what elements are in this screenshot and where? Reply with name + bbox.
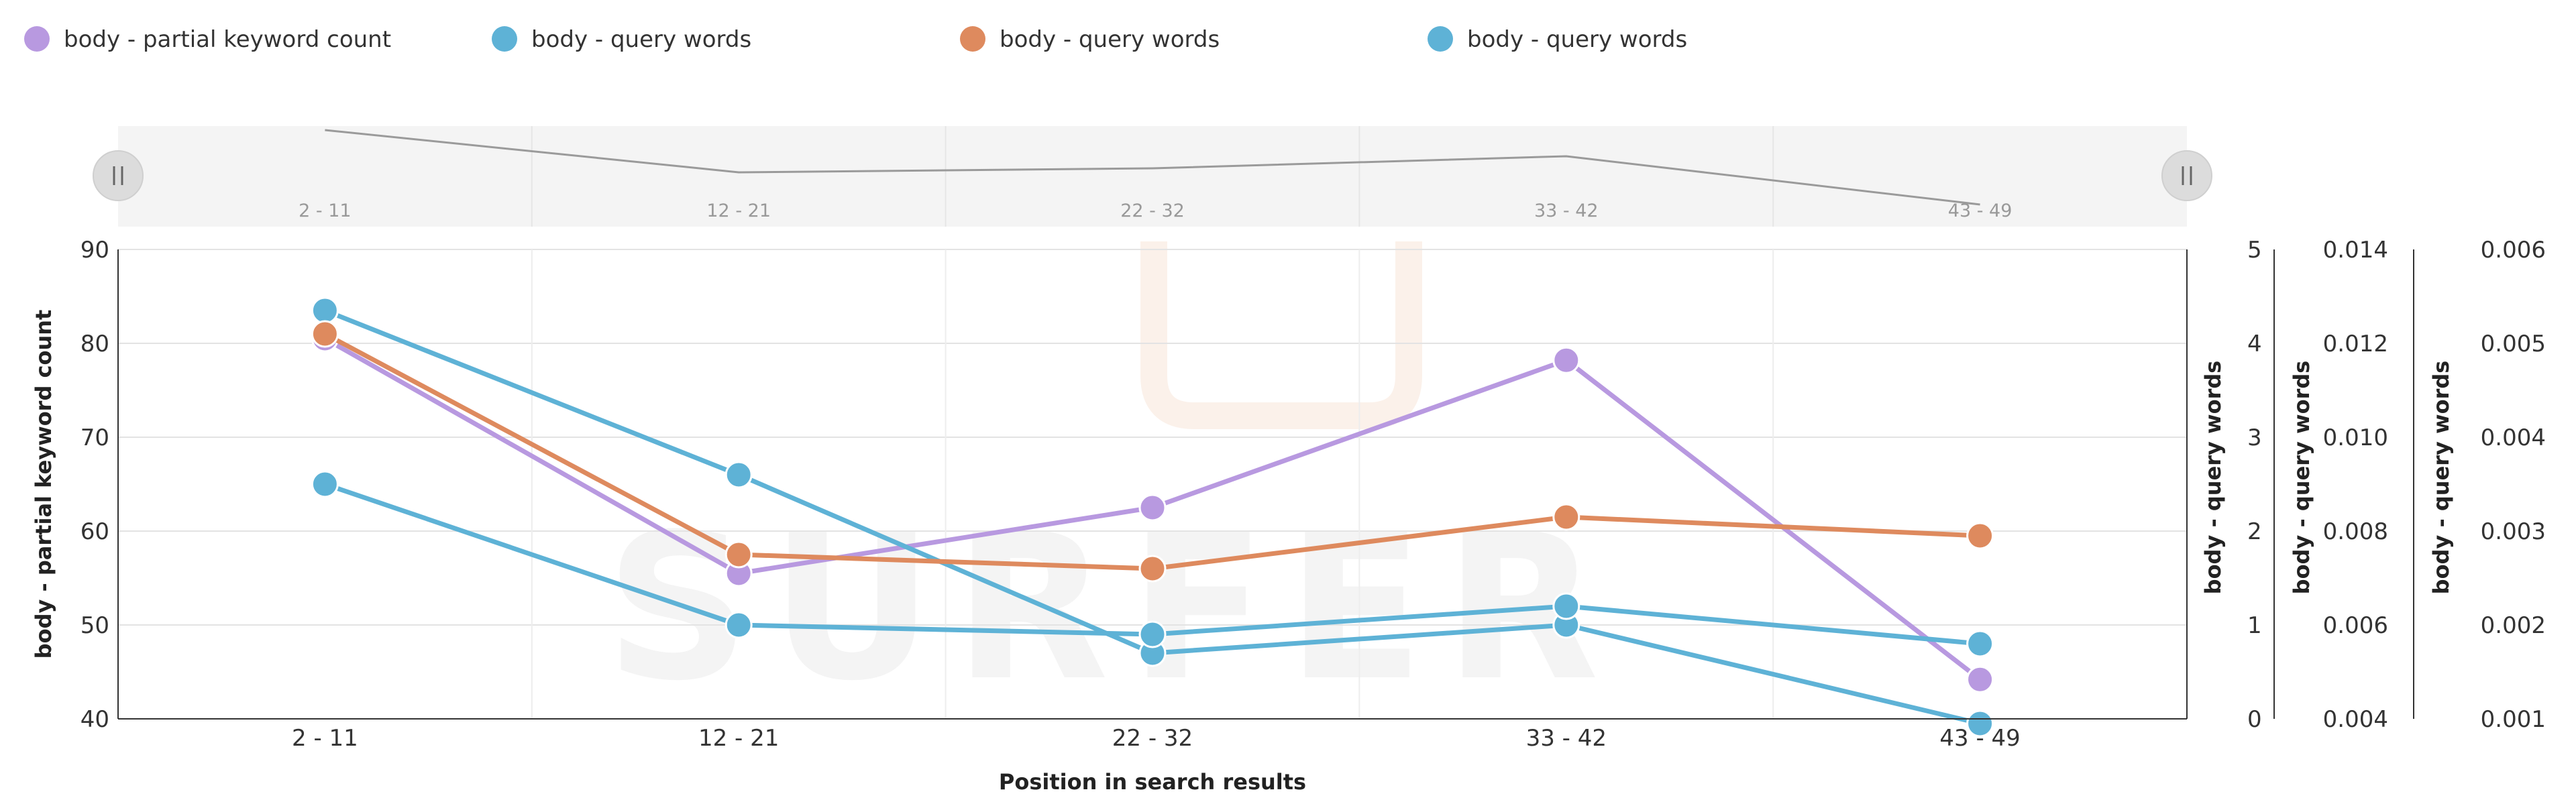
series-3-point[interactable] bbox=[1138, 555, 1167, 583]
legend-marker bbox=[960, 26, 985, 52]
y4-tick-label: 0.002 bbox=[2481, 612, 2546, 639]
y1-tick-label: 60 bbox=[80, 518, 109, 545]
surfer-watermark: SURFER bbox=[605, 241, 1619, 725]
y3-tick-label: 0.012 bbox=[2323, 331, 2388, 357]
y3-tick-label: 0.014 bbox=[2323, 237, 2388, 264]
legend-marker bbox=[1428, 26, 1453, 52]
legend-label: body - query words bbox=[1467, 26, 1687, 53]
x-tick-label: 2 - 11 bbox=[292, 725, 358, 752]
navigator-handle-right[interactable] bbox=[2161, 150, 2212, 201]
y3-tick-label: 0.008 bbox=[2323, 518, 2388, 545]
y4-tick-label: 0.005 bbox=[2481, 331, 2546, 357]
navigator-series-line bbox=[325, 129, 1980, 206]
series-4-point[interactable] bbox=[1966, 630, 1994, 658]
y2-tick-label: 2 bbox=[2247, 518, 2262, 545]
watermark-logo bbox=[1140, 241, 1422, 429]
series-1-point[interactable] bbox=[1552, 346, 1580, 374]
y4-axis-title: body - query words bbox=[2428, 361, 2454, 595]
series-4-point[interactable] bbox=[1552, 592, 1580, 620]
navigator-tick-label: 2 - 11 bbox=[299, 200, 351, 221]
y1-axis-title: body - partial keyword count bbox=[31, 310, 56, 659]
y4-tick-label: 0.006 bbox=[2481, 237, 2546, 264]
y1-tick-label: 50 bbox=[80, 612, 109, 639]
y2-tick-label: 5 bbox=[2247, 237, 2262, 264]
series-1-point[interactable] bbox=[1138, 494, 1167, 522]
series-3-point[interactable] bbox=[724, 540, 753, 569]
series-2-point[interactable] bbox=[311, 296, 339, 325]
y3-tick-label: 0.004 bbox=[2323, 706, 2388, 733]
y1-tick-label: 40 bbox=[80, 706, 109, 733]
navigator-tick-label: 33 - 42 bbox=[1534, 200, 1599, 221]
navigator-background[interactable] bbox=[118, 126, 2187, 227]
legend-marker bbox=[24, 26, 50, 52]
series-3-point[interactable] bbox=[1552, 503, 1580, 531]
series-2-point[interactable] bbox=[1966, 709, 1994, 738]
series-1-point[interactable] bbox=[1966, 665, 1994, 693]
legend-label: body - query words bbox=[1000, 26, 1220, 53]
legend-marker bbox=[492, 26, 517, 52]
series-4-point[interactable] bbox=[724, 611, 753, 639]
handle-knob bbox=[93, 150, 144, 201]
legend-item[interactable]: body - query words bbox=[492, 26, 751, 53]
legend: body - partial keyword count body - query… bbox=[24, 26, 1687, 53]
navigator-handle-left[interactable] bbox=[93, 150, 144, 201]
y1-tick-label: 80 bbox=[80, 331, 109, 357]
series-4-point[interactable] bbox=[1138, 620, 1167, 648]
y3-tick-label: 0.006 bbox=[2323, 612, 2388, 639]
y2-axis-title: body - query words bbox=[2200, 361, 2226, 595]
x-tick-label: 33 - 42 bbox=[1526, 725, 1607, 752]
y4-tick-label: 0.003 bbox=[2481, 518, 2546, 545]
legend-item[interactable]: body - partial keyword count bbox=[24, 26, 391, 53]
y2-tick-label: 3 bbox=[2247, 424, 2262, 451]
legend-item[interactable]: body - query words bbox=[1428, 26, 1687, 53]
navigator-tick-label: 43 - 49 bbox=[1948, 200, 2012, 221]
series-3-point[interactable] bbox=[311, 320, 339, 348]
y2-tick-label: 1 bbox=[2247, 612, 2262, 639]
legend-label: body - query words bbox=[531, 26, 751, 53]
y2-tick-label: 4 bbox=[2247, 331, 2262, 357]
legend-label: body - partial keyword count bbox=[64, 26, 391, 53]
y1-tick-label: 70 bbox=[80, 424, 109, 451]
watermark-text: SURFER bbox=[605, 491, 1619, 725]
x-tick-label: 22 - 32 bbox=[1112, 725, 1193, 752]
handle-knob bbox=[2161, 150, 2212, 201]
y3-tick-label: 0.010 bbox=[2323, 424, 2388, 451]
y4-tick-label: 0.001 bbox=[2481, 706, 2546, 733]
x-axis-title: Position in search results bbox=[999, 769, 1306, 795]
series-4-point[interactable] bbox=[311, 470, 339, 498]
series-3-point[interactable] bbox=[1966, 522, 1994, 550]
series-2-point[interactable] bbox=[724, 461, 753, 489]
navigator-tick-label: 22 - 32 bbox=[1120, 200, 1185, 221]
navigator: 2 - 11 12 - 21 22 - 32 33 - 42 43 - 49 bbox=[93, 126, 2212, 227]
y4-tick-label: 0.004 bbox=[2481, 424, 2546, 451]
navigator-tick-label: 12 - 21 bbox=[706, 200, 771, 221]
x-tick-label: 12 - 21 bbox=[698, 725, 779, 752]
legend-item[interactable]: body - query words bbox=[960, 26, 1220, 53]
y2-tick-label: 0 bbox=[2247, 706, 2262, 733]
y3-axis-title: body - query words bbox=[2289, 361, 2314, 595]
x-tick-label: 43 - 49 bbox=[1939, 725, 2020, 752]
y1-tick-label: 90 bbox=[80, 237, 109, 264]
